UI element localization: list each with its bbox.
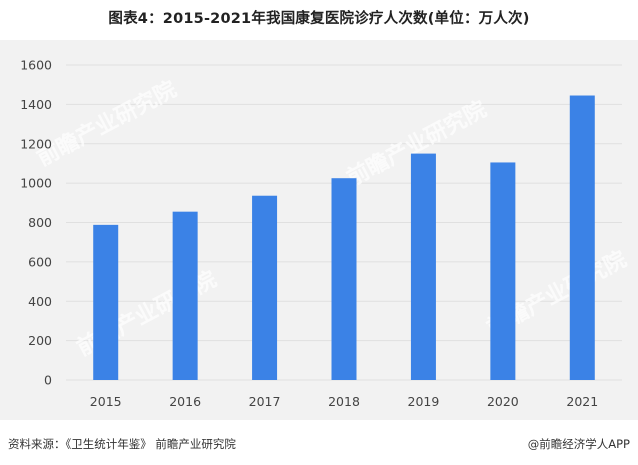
chart-area: 前瞻产业研究院 前瞻产业研究院 前瞻产业研究院 前瞻产业研究院 0 200 400 600 8… bbox=[0, 40, 638, 420]
y-tick-label: 400 bbox=[28, 294, 52, 309]
y-tick-label: 200 bbox=[28, 333, 52, 348]
x-tick-label: 2021 bbox=[566, 394, 598, 409]
x-tick-label: 2017 bbox=[249, 394, 281, 409]
bar-2016 bbox=[172, 211, 198, 380]
x-tick-label: 2016 bbox=[169, 394, 201, 409]
x-tick-label: 2015 bbox=[90, 394, 122, 409]
watermark-text: 前瞻产业研究院 bbox=[33, 76, 181, 171]
y-axis: 0 200 400 600 800 1000 1200 1400 1600 bbox=[20, 58, 52, 388]
credit-note: @前瞻经济学人APP bbox=[527, 437, 630, 451]
x-tick-label: 2018 bbox=[328, 394, 360, 409]
y-tick-label: 0 bbox=[44, 373, 52, 388]
bar-2018 bbox=[331, 178, 357, 380]
bar-2021 bbox=[569, 95, 595, 380]
x-axis: 2015 2016 2017 2018 2019 2020 2021 bbox=[90, 394, 598, 409]
x-tick-label: 2020 bbox=[487, 394, 519, 409]
bar-2019 bbox=[410, 153, 436, 380]
chart-title: 图表4：2015-2021年我国康复医院诊疗人次数(单位：万人次) bbox=[108, 11, 530, 27]
bar-2020 bbox=[490, 162, 516, 380]
footer: 资料来源：《卫生统计年鉴》 前瞻产业研究院 @前瞻经济学人APP bbox=[0, 430, 638, 460]
y-tick-label: 1600 bbox=[20, 58, 52, 73]
y-tick-label: 1000 bbox=[20, 176, 52, 191]
y-tick-label: 1200 bbox=[20, 136, 52, 151]
source-note: 资料来源：《卫生统计年鉴》 前瞻产业研究院 bbox=[8, 437, 236, 451]
y-tick-label: 800 bbox=[28, 215, 52, 230]
x-tick-label: 2019 bbox=[408, 394, 440, 409]
y-tick-label: 1400 bbox=[20, 97, 52, 112]
y-tick-label: 600 bbox=[28, 254, 52, 269]
bars bbox=[93, 95, 595, 380]
bar-2017 bbox=[252, 195, 278, 380]
bar-2015 bbox=[93, 224, 119, 380]
